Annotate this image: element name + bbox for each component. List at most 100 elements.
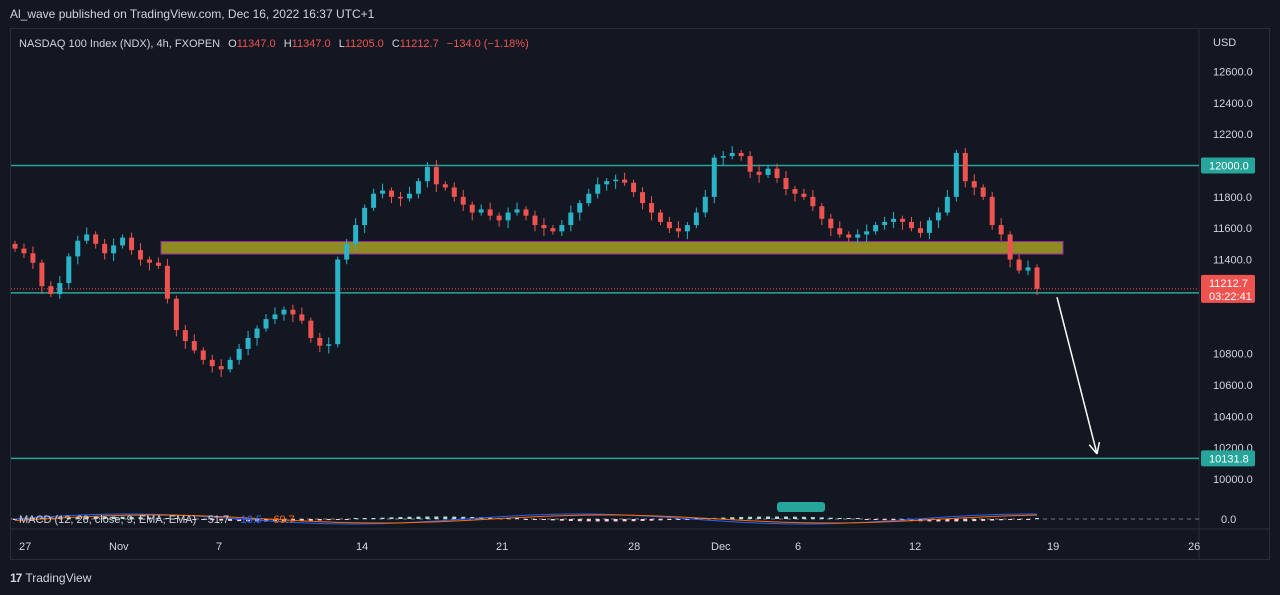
chart-panel[interactable]: 0.0 MACD (12, 26, close, 9, EMA, EMA) −51.… <box>10 28 1270 560</box>
macd-histogram-bar <box>147 517 152 519</box>
supply-demand-zone[interactable] <box>160 241 1064 255</box>
time-tick-label: 14 <box>356 541 368 553</box>
candle-body <box>469 204 475 213</box>
candle-body <box>756 171 762 175</box>
candle-body <box>684 225 690 232</box>
candle-body <box>460 196 466 205</box>
candle-body <box>720 156 726 158</box>
macd-histogram-bar <box>945 519 950 522</box>
price-tick-label: 11600.0 <box>1213 223 1252 235</box>
price-tick-label: 11800.0 <box>1213 192 1252 204</box>
macd-histogram-bar <box>443 516 448 519</box>
macd-histogram-bar <box>165 518 170 519</box>
arrow-head[interactable] <box>1088 444 1098 455</box>
macd-histogram-bar <box>559 519 564 521</box>
currency-label: USD <box>1213 37 1236 49</box>
macd-histogram-bar <box>13 519 17 520</box>
candle-body <box>953 152 959 197</box>
projection-arrow[interactable] <box>1056 296 1101 455</box>
candle-body <box>415 181 421 194</box>
macd-marker <box>777 502 825 512</box>
macd-histogram-bar <box>819 517 824 519</box>
candle-body <box>335 259 341 345</box>
price-chart[interactable]: 0.0 MACD (12, 26, close, 9, EMA, EMA) −51.… <box>11 29 1269 559</box>
macd-histogram-bar <box>515 518 520 519</box>
macd-histogram-bar <box>488 517 493 519</box>
candle-body <box>900 218 906 222</box>
macd-histogram-bar <box>604 519 609 522</box>
candle-body <box>272 314 278 320</box>
tradingview-logo[interactable]: 17 TradingView <box>10 571 91 585</box>
candle-body <box>451 187 457 197</box>
candle-body <box>792 189 798 194</box>
macd-histogram-bar <box>156 517 161 519</box>
candle-body <box>523 209 529 216</box>
candle-body <box>326 344 332 346</box>
tradingview-logo-text: TradingView <box>25 571 92 585</box>
macd-histogram-bar <box>658 519 663 521</box>
macd-histogram-bar <box>568 519 573 521</box>
macd-histogram-bar <box>810 517 815 519</box>
macd-histogram-bar <box>801 516 806 519</box>
macd-signal-line <box>14 514 1038 524</box>
candle-body <box>855 234 861 238</box>
price-tick-label: 11400.0 <box>1213 255 1252 267</box>
arrow-shaft[interactable] <box>1056 296 1098 455</box>
macd-histogram-bar <box>595 519 600 522</box>
macd-histogram-bar <box>541 519 546 520</box>
macd-histogram-bar <box>380 517 385 519</box>
macd-histogram-bar <box>864 519 869 520</box>
candle-body <box>75 240 81 257</box>
horizontal-levels[interactable] <box>11 164 1199 460</box>
time-axis-ticks[interactable]: 27 Nov 7 14 21 28 Dec 6 12 19 26 <box>19 541 1200 553</box>
candle-body <box>846 234 852 238</box>
candle-body <box>595 184 601 194</box>
macd-histogram-bar <box>470 517 475 519</box>
macd-histogram-bar <box>757 516 762 519</box>
macd-histogram-bar <box>963 519 968 522</box>
time-tick-label: 19 <box>1047 541 1059 553</box>
candle-body <box>263 319 269 329</box>
candle-body <box>487 209 493 216</box>
arrow-head[interactable] <box>1096 442 1101 455</box>
candle-body <box>433 167 439 185</box>
candle-body <box>397 196 403 199</box>
candle-body <box>496 215 502 221</box>
candle-body <box>138 250 144 260</box>
macd-histogram-bar <box>75 516 80 519</box>
candle-body <box>657 212 663 222</box>
macd-histogram-bar <box>909 519 914 522</box>
macd-histogram-bar <box>667 519 672 520</box>
candle-body <box>290 309 296 315</box>
candle-body <box>819 206 825 219</box>
candle-body <box>478 209 484 213</box>
candle-body <box>980 187 986 197</box>
candle-body <box>586 193 592 204</box>
candle-body <box>917 228 923 233</box>
macd-histogram-bar <box>326 519 331 521</box>
macd-histogram-bar <box>990 519 995 521</box>
publisher-credit: Al_wave published on TradingView.com, De… <box>10 7 375 21</box>
macd-histogram-bar <box>730 517 735 519</box>
candle-body <box>649 203 655 213</box>
macd-histogram-bar <box>640 519 645 521</box>
candle-body <box>317 337 323 346</box>
macd-histogram-bar <box>335 519 340 520</box>
candle-body <box>935 212 941 221</box>
time-tick-label: 6 <box>795 541 801 553</box>
macd-histogram-bar <box>685 519 690 520</box>
level-price-label: 12000.0 <box>1209 161 1249 173</box>
macd-histogram-bar <box>407 516 412 519</box>
candle-body <box>550 228 556 232</box>
time-tick-label: 21 <box>496 541 508 553</box>
candle-body <box>424 167 430 182</box>
price-tick-label: 10800.0 <box>1213 349 1253 361</box>
macd-histogram-bar <box>550 519 555 521</box>
last-price-label: 11212.7 <box>1209 278 1248 290</box>
candle-body <box>622 179 628 183</box>
price-tick-label: 12600.0 <box>1213 66 1253 78</box>
time-tick-label: Nov <box>109 541 129 553</box>
candle-body <box>209 359 215 367</box>
level-price-label: 10131.8 <box>1209 453 1249 465</box>
